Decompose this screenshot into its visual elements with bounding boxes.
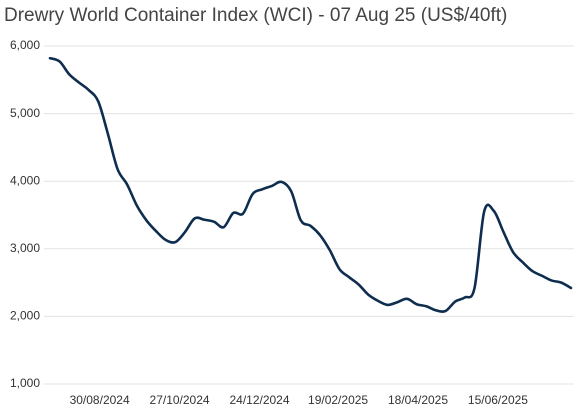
x-tick-label: 24/12/2024 [229,393,289,407]
x-tick-label: 18/04/2025 [388,393,448,407]
x-tick-label: 19/02/2025 [308,393,368,407]
y-tick-label: 3,000 [10,241,40,255]
chart-title: Drewry World Container Index (WCI) - 07 … [4,5,507,26]
x-tick-label: 15/06/2025 [468,393,528,407]
x-tick-label: 27/10/2024 [150,393,210,407]
x-tick-label: 30/08/2024 [70,393,130,407]
y-tick-label: 2,000 [10,309,40,323]
data-line [48,56,573,313]
y-tick-label: 1,000 [10,376,40,390]
y-tick-label: 4,000 [10,173,40,187]
y-tick-label: 6,000 [10,38,40,52]
y-tick-label: 5,000 [10,106,40,120]
